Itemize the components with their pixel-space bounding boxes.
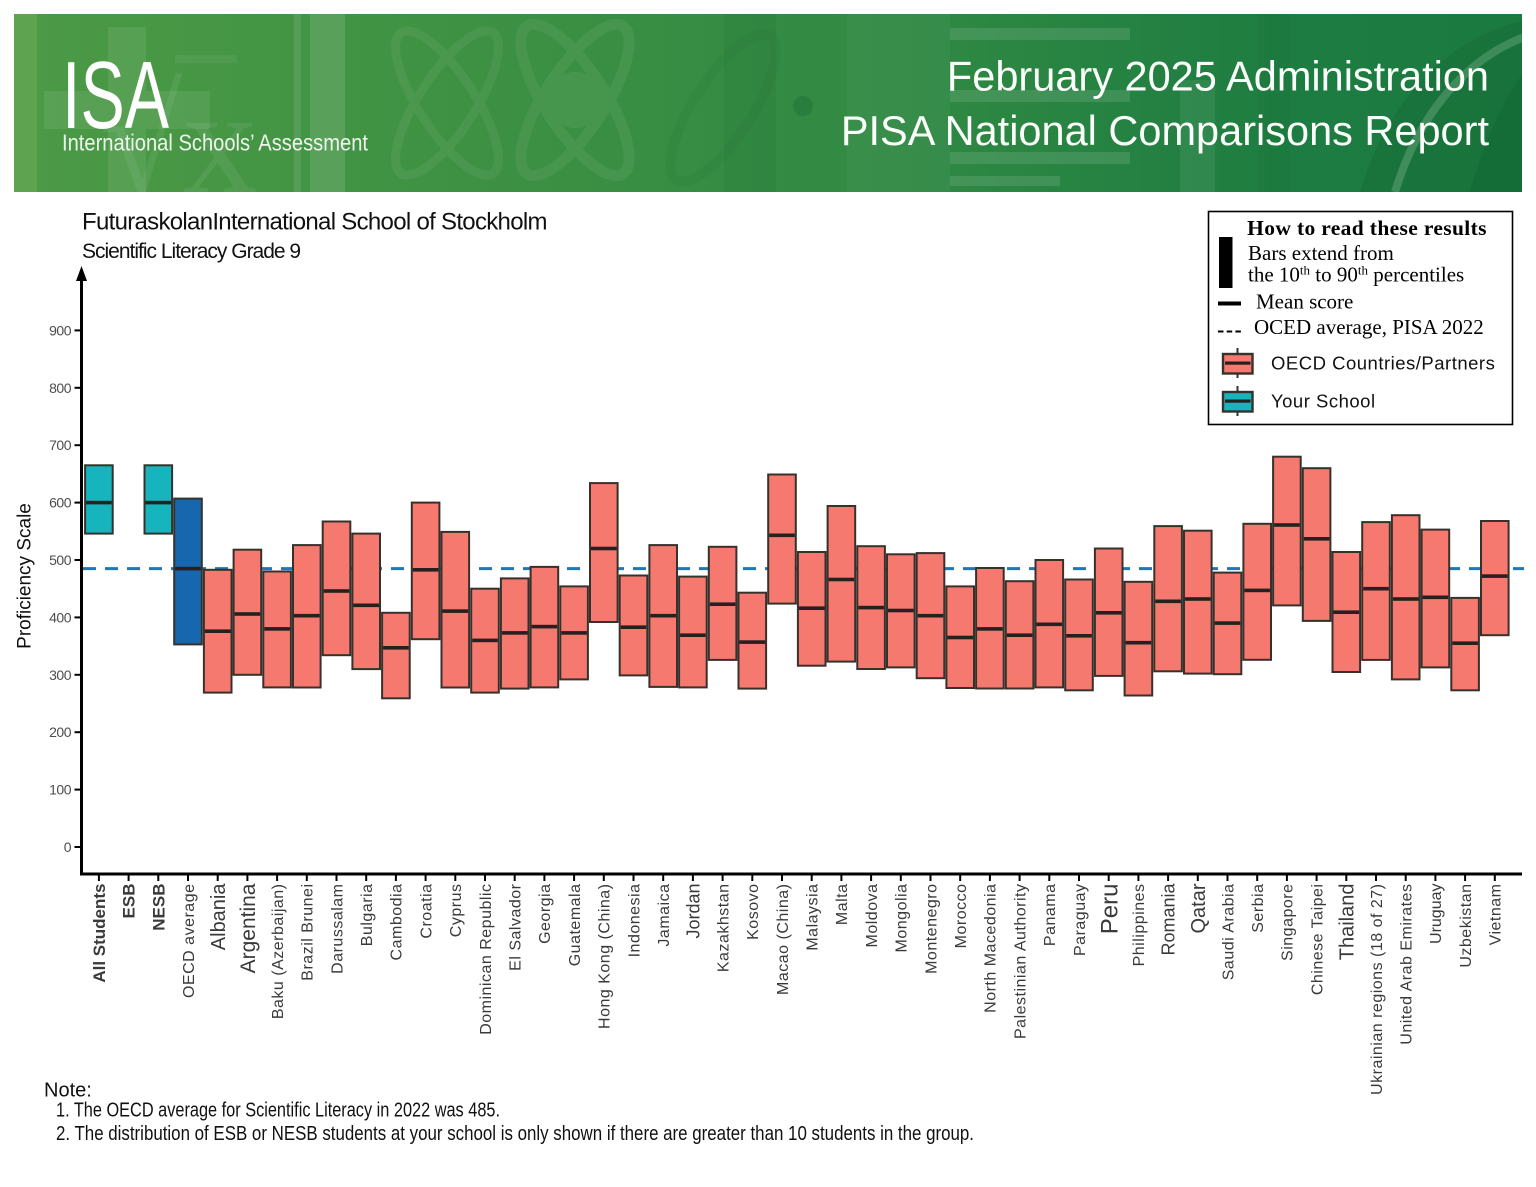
- svg-text:1. The OECD average for Scient: 1. The OECD average for Scientific Liter…: [56, 1100, 500, 1122]
- svg-text:FuturaskolanInternational Scho: FuturaskolanInternational School of Stoc…: [82, 209, 547, 236]
- svg-text:United Arab Emirates: United Arab Emirates: [1399, 884, 1416, 1045]
- svg-text:Palestinian Authority: Palestinian Authority: [1012, 884, 1029, 1039]
- svg-text:Proficiency Scale: Proficiency Scale: [15, 503, 36, 649]
- svg-text:0: 0: [64, 839, 72, 855]
- svg-text:200: 200: [49, 724, 72, 740]
- svg-text:Qatar: Qatar: [1188, 883, 1210, 933]
- svg-text:800: 800: [49, 380, 72, 396]
- svg-text:2. The distribution of ESB or: 2. The distribution of ESB or NESB stude…: [56, 1123, 974, 1145]
- svg-text:International Schools’ Assessm: International Schools’ Assessment: [62, 130, 369, 156]
- svg-text:100: 100: [49, 782, 72, 798]
- svg-text:300: 300: [49, 667, 72, 683]
- svg-text:OCED average, PISA 2022: OCED average, PISA 2022: [1254, 315, 1484, 339]
- svg-text:500: 500: [49, 552, 72, 568]
- svg-text:√x: √x: [100, 59, 257, 225]
- svg-text:Ukrainian regions (18 of 27): Ukrainian regions (18 of 27): [1369, 884, 1386, 1095]
- svg-text:Peru: Peru: [1096, 884, 1123, 935]
- svg-text:El Salvador: El Salvador: [508, 883, 525, 970]
- svg-text:the 10th to 90th percentiles: the 10th to 90th percentiles: [1248, 263, 1464, 287]
- svg-text:ESB: ESB: [120, 884, 139, 919]
- svg-text:Paraguay: Paraguay: [1072, 884, 1089, 957]
- svg-text:Malta: Malta: [834, 884, 851, 926]
- svg-text:Note:: Note:: [44, 1080, 92, 1102]
- svg-text:Darussalam: Darussalam: [329, 884, 346, 974]
- svg-text:Jordan: Jordan: [683, 884, 703, 939]
- svg-text:Indonesia: Indonesia: [626, 884, 643, 958]
- svg-text:Guatemala: Guatemala: [567, 884, 584, 967]
- svg-text:Moldova: Moldova: [864, 884, 881, 948]
- svg-text:Mongolia: Mongolia: [894, 884, 911, 953]
- svg-text:Vietnam: Vietnam: [1488, 884, 1505, 946]
- svg-text:Baku (Azerbaijan): Baku (Azerbaijan): [270, 884, 287, 1020]
- svg-text:700: 700: [49, 437, 72, 453]
- svg-text:Kosovo: Kosovo: [745, 884, 762, 940]
- svg-text:Morocco: Morocco: [953, 884, 970, 949]
- svg-text:How to read these results: How to read these results: [1247, 216, 1487, 240]
- svg-text:Dominican Republic: Dominican Republic: [478, 884, 495, 1035]
- svg-text:Macao (China): Macao (China): [775, 884, 792, 995]
- svg-text:Bars extend from: Bars extend from: [1248, 241, 1394, 265]
- svg-text:PISA National Comparisons Repo: PISA National Comparisons Report: [841, 107, 1490, 154]
- svg-text:Albania: Albania: [208, 883, 230, 951]
- svg-text:Serbia: Serbia: [1250, 884, 1267, 933]
- svg-text:OECD Countries/Partners: OECD Countries/Partners: [1271, 353, 1495, 374]
- svg-text:Montenegro: Montenegro: [923, 884, 940, 974]
- svg-text:900: 900: [49, 322, 72, 338]
- svg-text:Mean score: Mean score: [1256, 290, 1353, 314]
- svg-text:February 2025 Administration: February 2025 Administration: [947, 53, 1489, 100]
- svg-text:Argentina: Argentina: [237, 883, 260, 973]
- svg-text:Saudi Arabia: Saudi Arabia: [1220, 884, 1237, 981]
- svg-text:Hong Kong (China): Hong Kong (China): [597, 884, 614, 1029]
- svg-text:All Students: All Students: [90, 884, 109, 983]
- svg-text:Jamaica: Jamaica: [656, 884, 673, 947]
- svg-text:Malaysia: Malaysia: [805, 884, 822, 951]
- svg-text:ISA: ISA: [62, 42, 169, 149]
- svg-text:Your School: Your School: [1271, 391, 1376, 412]
- svg-text:Kazakhstan: Kazakhstan: [715, 884, 732, 973]
- svg-text:Romania: Romania: [1159, 883, 1179, 956]
- svg-text:NESB: NESB: [149, 884, 168, 931]
- svg-text:Uzbekistan: Uzbekistan: [1458, 884, 1475, 968]
- svg-text:Scientific Literacy Grade 9: Scientific Literacy Grade 9: [82, 240, 300, 263]
- svg-text:Chinese Taipei: Chinese Taipei: [1309, 884, 1326, 996]
- svg-text:Thailand: Thailand: [1337, 884, 1359, 961]
- svg-text:Panama: Panama: [1042, 884, 1059, 947]
- svg-text:Croatia: Croatia: [418, 884, 435, 939]
- svg-text:Georgia: Georgia: [537, 884, 554, 944]
- svg-text:600: 600: [49, 495, 72, 511]
- svg-text:400: 400: [49, 609, 72, 625]
- svg-text:Cambodia: Cambodia: [389, 884, 406, 961]
- svg-text:Singapore: Singapore: [1280, 884, 1297, 961]
- svg-text:Uruguay: Uruguay: [1428, 884, 1445, 944]
- svg-text:OECD average: OECD average: [181, 884, 198, 999]
- svg-text:Brazil Brunei: Brazil Brunei: [300, 884, 317, 981]
- svg-text:Bulgaria: Bulgaria: [359, 884, 376, 947]
- svg-text:Cyprus: Cyprus: [448, 884, 465, 938]
- svg-text:North Macedonia: North Macedonia: [983, 884, 1000, 1013]
- svg-text:Philippines: Philippines: [1131, 884, 1148, 967]
